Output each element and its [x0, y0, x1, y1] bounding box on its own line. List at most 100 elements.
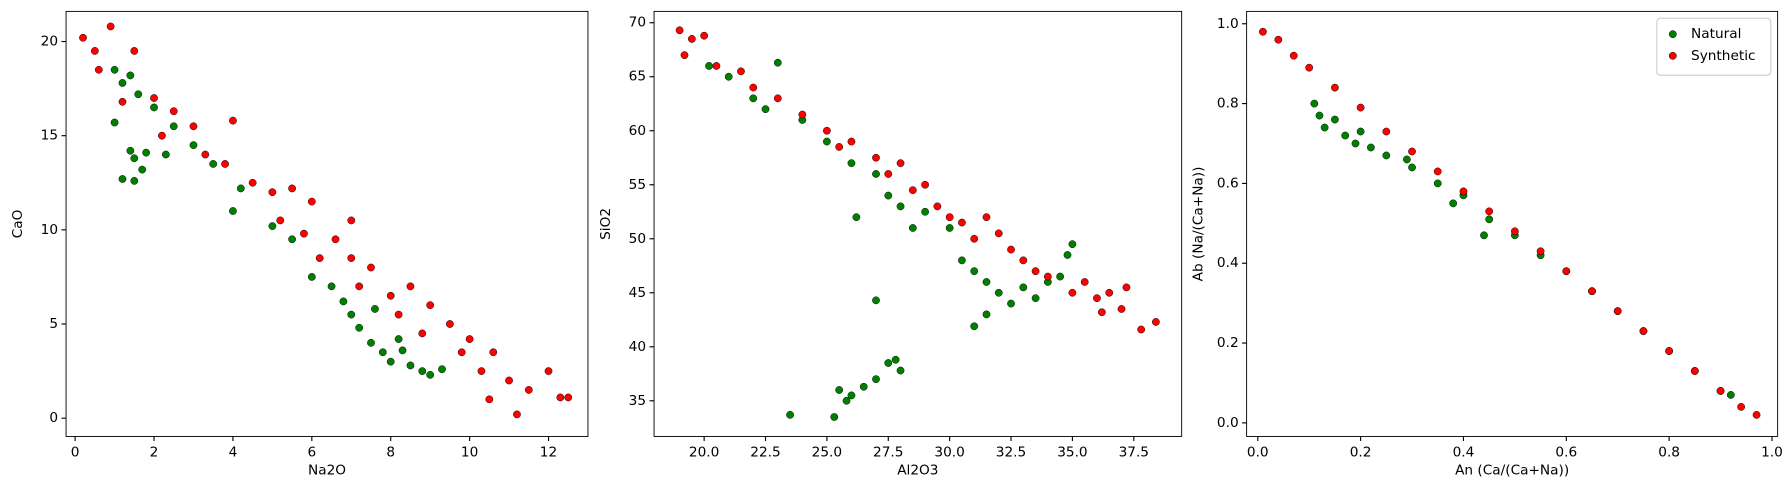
- point: [958, 218, 966, 227]
- point: [982, 213, 991, 222]
- point: [331, 235, 340, 244]
- point: [524, 386, 533, 394]
- x-tick-label: 6: [307, 444, 316, 460]
- x-axis-label: Al2O3: [897, 463, 938, 479]
- point: [896, 159, 905, 168]
- x-tick-label: 0.6: [1555, 444, 1577, 460]
- point: [1367, 143, 1375, 152]
- point: [94, 65, 103, 74]
- point: [859, 382, 868, 391]
- point: [1356, 127, 1365, 136]
- point: [221, 160, 229, 168]
- legend-box: [1656, 17, 1772, 76]
- x-tick-label: 12: [540, 444, 557, 460]
- point: [1716, 387, 1725, 395]
- point: [830, 413, 839, 421]
- point: [872, 375, 880, 384]
- point: [908, 224, 917, 232]
- y-tick-label: 70: [629, 15, 646, 31]
- axes-frame: [1246, 10, 1779, 437]
- point: [327, 282, 336, 291]
- x-tick-label: 0.4: [1453, 444, 1475, 460]
- point: [1433, 179, 1442, 188]
- point: [842, 396, 851, 405]
- x-tick-label: 35.0: [1057, 444, 1087, 460]
- point: [1152, 318, 1160, 326]
- point: [1639, 327, 1648, 335]
- y-tick-label: 0: [49, 410, 58, 426]
- point: [1031, 294, 1040, 303]
- point: [110, 65, 119, 74]
- point: [268, 188, 277, 197]
- point: [130, 154, 139, 163]
- point: [884, 191, 893, 200]
- point: [355, 323, 364, 332]
- point: [1382, 151, 1391, 160]
- x-axis-label: An (Ca/(Ca+Na)): [1455, 463, 1569, 479]
- point: [1043, 272, 1052, 281]
- point: [118, 175, 127, 183]
- point: [248, 178, 257, 187]
- point: [773, 94, 782, 103]
- x-tick-label: 0.2: [1350, 444, 1372, 460]
- point: [921, 180, 929, 189]
- point: [749, 94, 758, 103]
- point: [315, 254, 324, 262]
- point: [394, 335, 403, 343]
- point: [150, 94, 158, 102]
- point: [489, 348, 498, 357]
- point: [1485, 207, 1494, 216]
- point: [835, 143, 844, 151]
- point: [1068, 288, 1077, 297]
- point: [970, 234, 979, 243]
- y-tick-label: 0.6: [1217, 175, 1239, 191]
- x-tick-label: 4: [229, 444, 238, 460]
- point: [835, 386, 844, 394]
- y-tick-label: 5: [49, 316, 58, 332]
- point: [872, 153, 880, 162]
- y-tick-label: 0.0: [1217, 415, 1239, 431]
- point: [386, 357, 395, 366]
- x-tick-label: 2: [150, 444, 159, 460]
- point: [1351, 139, 1360, 148]
- point: [1097, 308, 1106, 317]
- point: [1752, 411, 1761, 419]
- plot-area: [66, 11, 588, 437]
- point: [970, 322, 979, 331]
- point: [737, 67, 745, 76]
- point: [712, 62, 721, 70]
- point: [705, 62, 713, 70]
- y-axis-label: SiO2: [598, 208, 614, 240]
- point: [1403, 155, 1411, 164]
- point: [544, 367, 553, 375]
- point: [884, 359, 893, 367]
- point: [823, 126, 831, 135]
- point: [378, 348, 387, 357]
- point: [268, 222, 277, 230]
- point: [209, 160, 218, 168]
- point: [307, 273, 316, 281]
- point: [1019, 283, 1028, 292]
- point: [872, 170, 880, 178]
- y-tick-label: 0.4: [1217, 255, 1239, 271]
- point: [118, 79, 127, 87]
- point: [288, 184, 296, 193]
- y-tick-label: 20: [41, 34, 58, 50]
- point: [847, 137, 856, 146]
- point: [1105, 288, 1114, 297]
- point: [339, 297, 348, 306]
- point: [994, 288, 1003, 297]
- point: [347, 310, 356, 319]
- point: [106, 22, 115, 31]
- point: [1408, 163, 1416, 172]
- point: [1331, 83, 1339, 92]
- y-tick-label: 45: [629, 285, 646, 301]
- point: [1068, 240, 1077, 249]
- point: [823, 137, 831, 146]
- point: [1536, 247, 1545, 256]
- point: [438, 365, 446, 374]
- point: [921, 207, 929, 216]
- legend-marker: [1668, 30, 1677, 39]
- point: [1449, 199, 1458, 208]
- y-tick-label: 10: [41, 222, 58, 238]
